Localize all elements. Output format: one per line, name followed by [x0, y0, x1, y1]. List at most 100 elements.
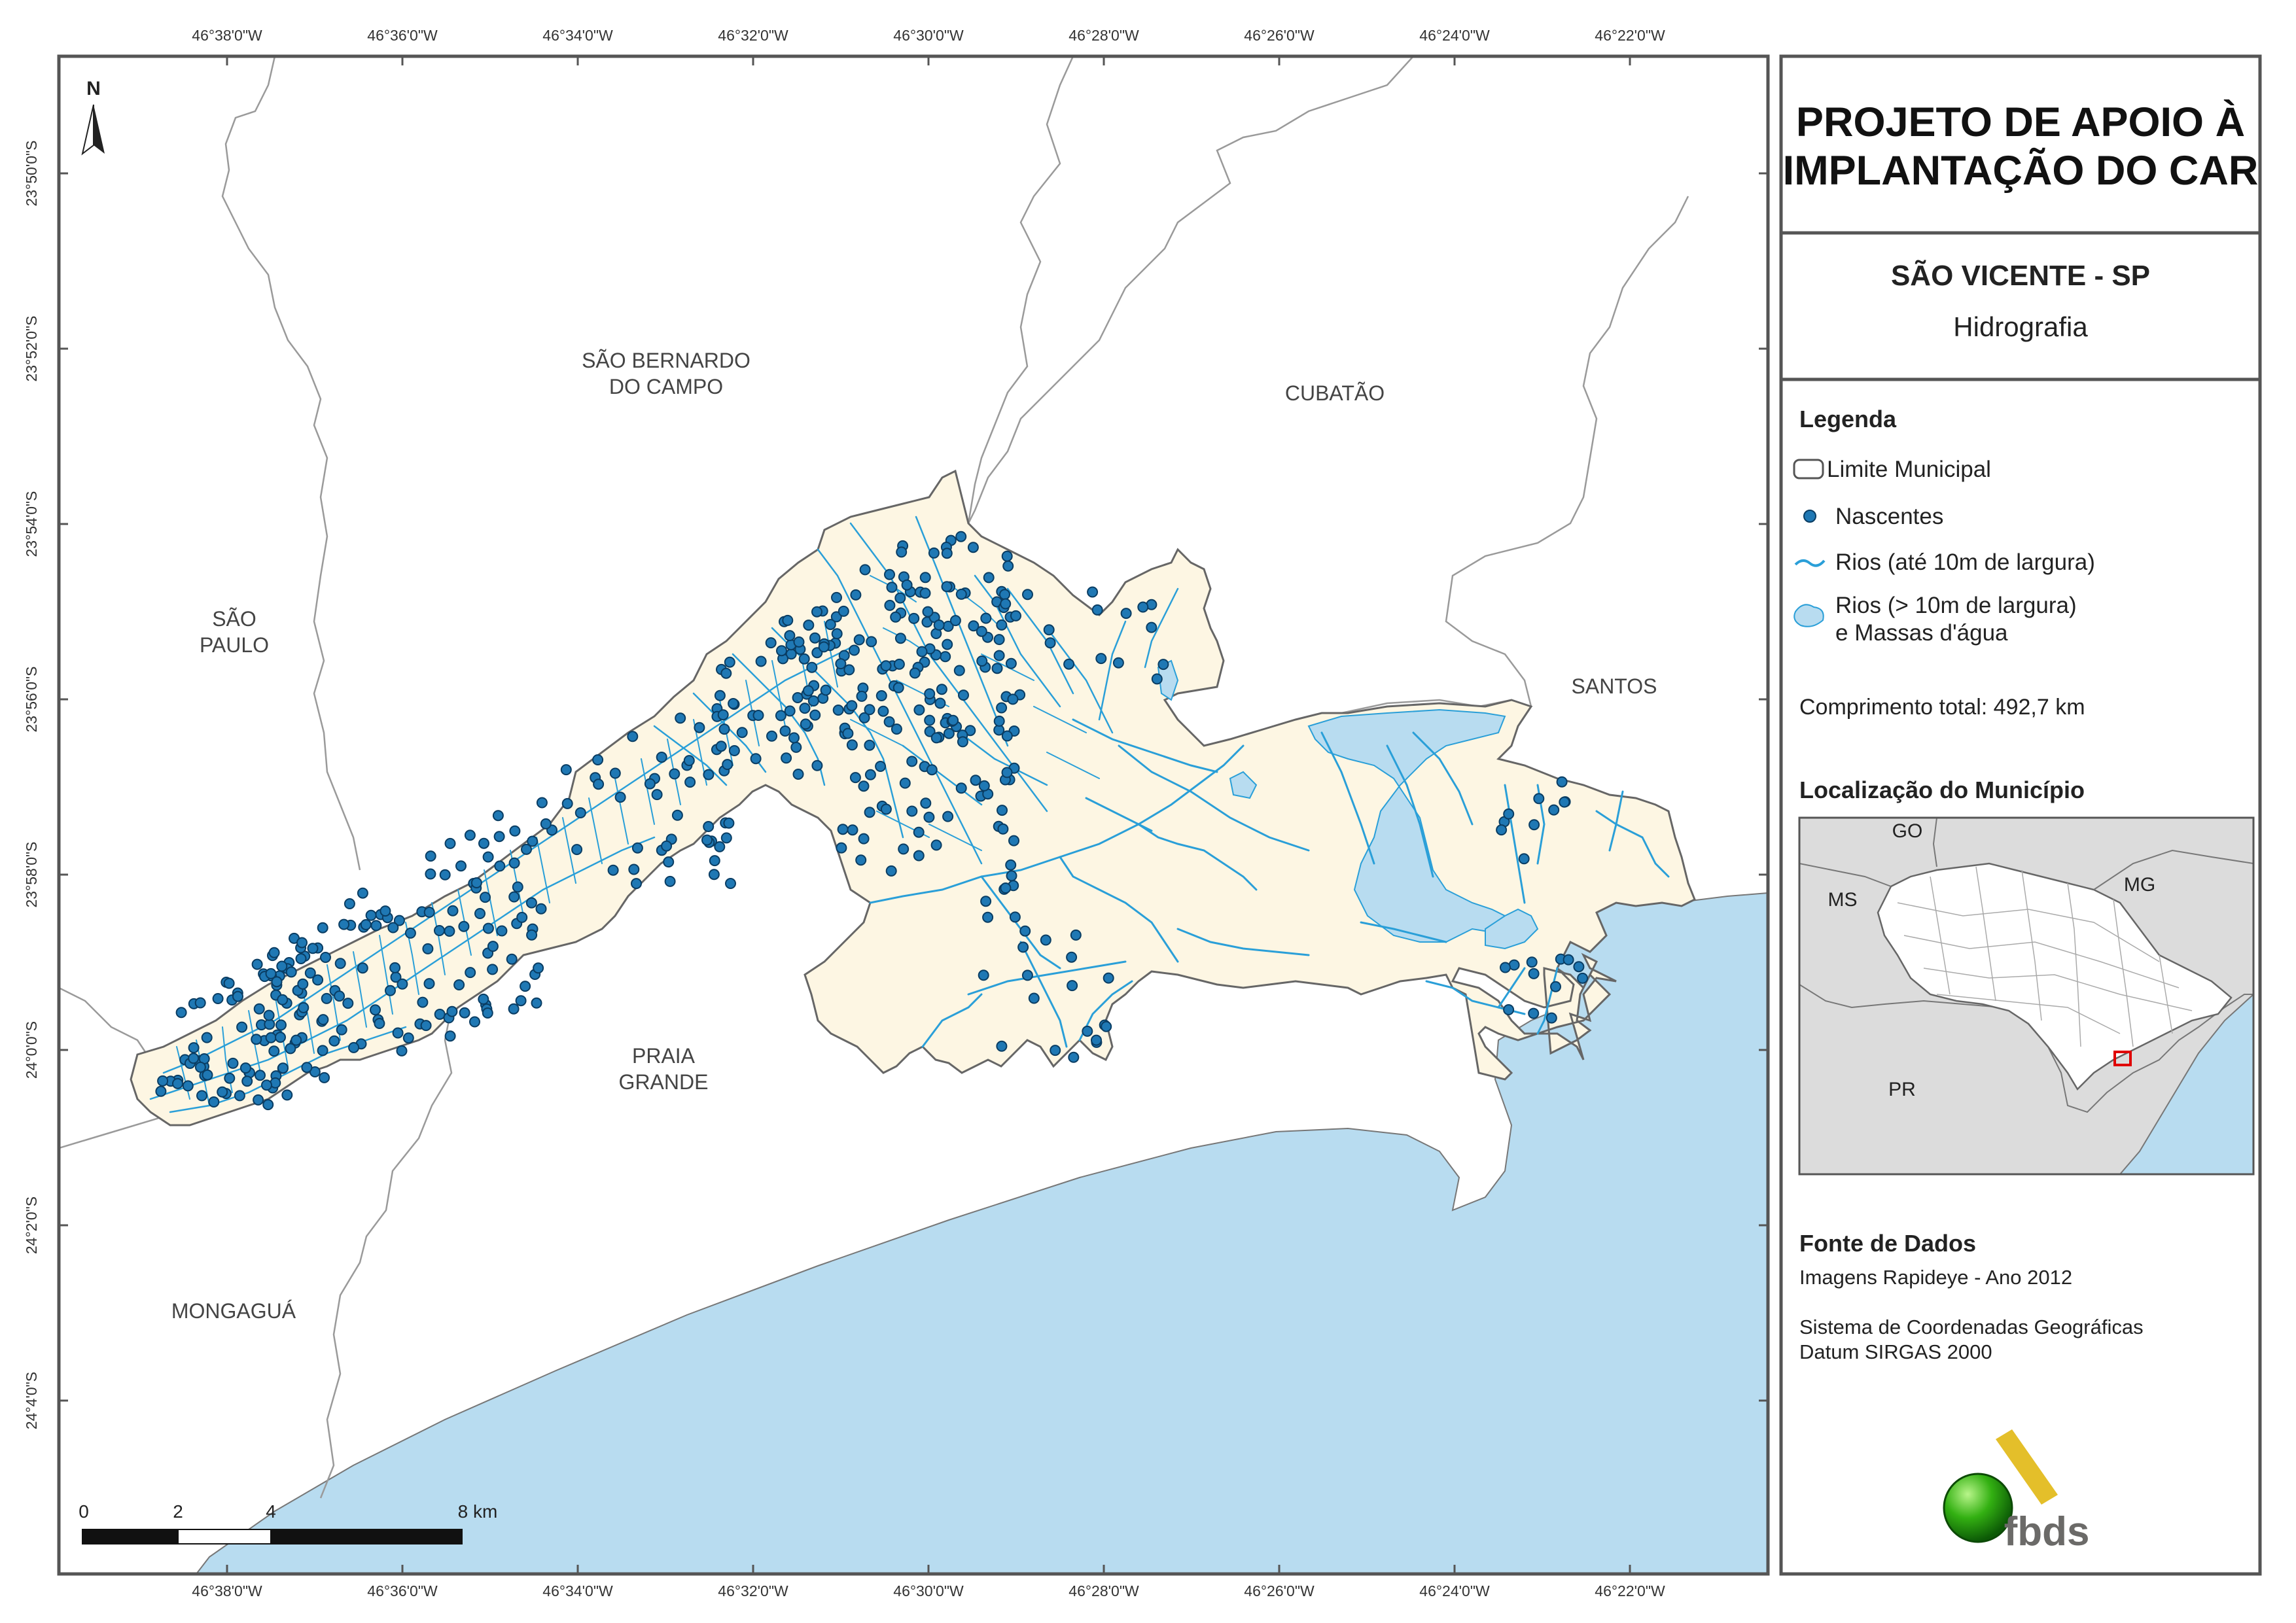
- spring-point: [404, 927, 416, 939]
- spring-point: [321, 992, 332, 1004]
- spring-point: [724, 656, 735, 668]
- spring-point: [913, 850, 925, 862]
- spring-point: [864, 704, 875, 716]
- spring-point: [941, 581, 953, 593]
- spring-point: [458, 920, 470, 932]
- spring-point: [723, 817, 735, 829]
- spring-point: [328, 1035, 340, 1047]
- spring-point: [1548, 804, 1560, 816]
- spring-point: [943, 727, 955, 739]
- lon-tick-label: 46°22'0"W: [1595, 27, 1665, 44]
- spring-point: [561, 797, 573, 809]
- spring-point: [194, 1061, 206, 1073]
- spring-point: [809, 632, 821, 644]
- spring-point: [671, 809, 683, 821]
- spring-point: [831, 591, 842, 603]
- inset-label: PR: [1888, 1079, 1916, 1100]
- spring-point: [784, 705, 796, 717]
- spring-point: [755, 655, 767, 667]
- spring-point: [1577, 972, 1589, 984]
- spring-point: [714, 689, 726, 701]
- spring-point: [1044, 637, 1056, 649]
- spring-point: [444, 1030, 456, 1042]
- spring-point: [790, 741, 802, 753]
- lon-tick-label: 46°38'0"W: [192, 1582, 262, 1599]
- source-line: Imagens Rapideye - Ano 2012: [1799, 1266, 2073, 1289]
- spring-point: [849, 644, 860, 656]
- spring-point: [188, 1042, 200, 1054]
- spring-point: [913, 704, 925, 716]
- spring-point: [919, 572, 931, 584]
- spring-point: [936, 684, 947, 695]
- spring-point: [1559, 796, 1570, 808]
- spring-point: [334, 990, 345, 1002]
- spring-point: [317, 1045, 328, 1056]
- municipality-name: SÃO VICENTE - SP: [1890, 260, 2151, 292]
- spring-point: [784, 630, 796, 642]
- spring-point: [842, 727, 854, 739]
- spring-point: [858, 833, 870, 845]
- spring-point: [683, 755, 695, 767]
- spring-point: [926, 764, 938, 776]
- spring-point: [1550, 981, 1561, 992]
- spring-point: [1067, 980, 1078, 992]
- spring-point: [970, 775, 981, 786]
- spring-point: [239, 1062, 251, 1074]
- spring-point: [268, 947, 280, 958]
- spring-point: [899, 777, 911, 789]
- map-theme: Hidrografia: [1953, 311, 2088, 342]
- lat-tick-label: 23°52'0"S: [23, 315, 40, 381]
- spring-point: [1120, 608, 1132, 620]
- spring-point: [728, 745, 740, 756]
- lat-tick-label: 24°0'0"S: [23, 1021, 40, 1079]
- spring-point: [1528, 968, 1540, 979]
- spring-point: [843, 664, 855, 676]
- spring-point: [967, 542, 979, 553]
- spring-point: [928, 547, 940, 559]
- lon-tick-label: 46°28'0"W: [1069, 27, 1139, 44]
- spring-point: [644, 778, 656, 790]
- spring-point: [319, 1072, 330, 1083]
- lon-tick-label: 46°32'0"W: [718, 27, 788, 44]
- spring-point: [1017, 941, 1029, 953]
- spring-point: [631, 878, 642, 890]
- spring-point: [752, 710, 764, 721]
- spring-point: [1002, 560, 1014, 572]
- lat-tick-label: 23°54'0"S: [23, 491, 40, 557]
- graticule-ticks: [59, 56, 1768, 1574]
- scale-label: 0: [79, 1501, 89, 1522]
- spring-point: [1095, 653, 1107, 665]
- spring-point: [531, 997, 542, 1009]
- spring-point: [241, 1075, 253, 1087]
- spring-point: [1091, 1034, 1102, 1046]
- spring-point: [811, 759, 823, 771]
- spring-point: [492, 810, 504, 822]
- springs: [155, 531, 1589, 1111]
- spring-point: [720, 667, 732, 679]
- spring-point: [1528, 819, 1540, 831]
- spring-point: [663, 856, 675, 868]
- spring-point: [846, 739, 858, 751]
- spring-point: [1006, 870, 1017, 882]
- spring-point: [993, 715, 1005, 727]
- place-label: SÃO BERNARDO: [582, 349, 751, 372]
- spring-point: [1157, 659, 1169, 671]
- spring-point: [236, 1021, 248, 1033]
- legend-label-limite: Limite Municipal: [1827, 457, 1991, 482]
- spring-point: [224, 1072, 236, 1084]
- spring-point: [955, 531, 967, 542]
- spring-point: [765, 637, 777, 649]
- spring-point: [890, 611, 902, 623]
- legend-label-nascentes: Nascentes: [1835, 504, 1944, 529]
- spring-point: [792, 692, 804, 703]
- lat-tick-label: 23°56'0"S: [23, 666, 40, 732]
- spring-point: [949, 615, 961, 627]
- lon-tick-label: 46°26'0"W: [1244, 27, 1315, 44]
- spring-point: [849, 772, 861, 784]
- spring-point: [858, 712, 870, 724]
- spring-point: [338, 918, 350, 930]
- spring-point: [859, 564, 871, 576]
- spring-point: [866, 636, 877, 648]
- spring-point: [334, 958, 346, 969]
- lat-tick-label: 24°2'0"S: [23, 1196, 40, 1254]
